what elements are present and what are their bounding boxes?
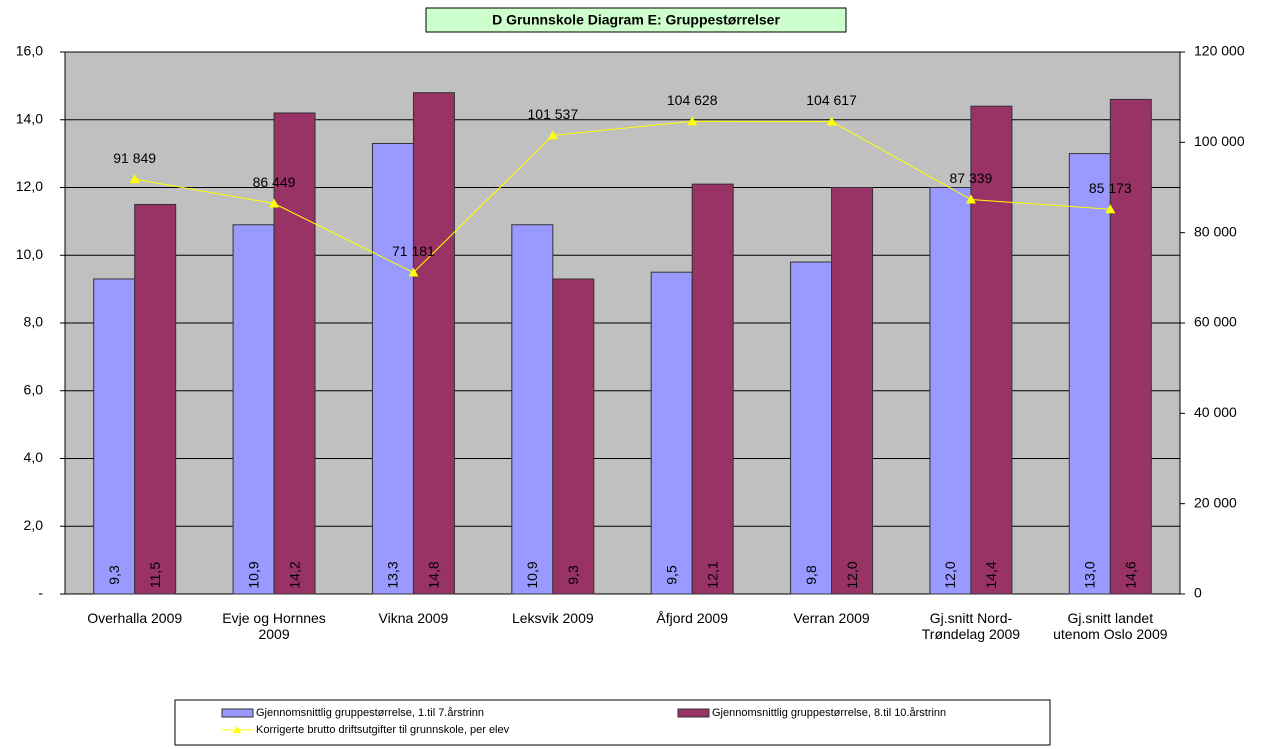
- bar: [511, 224, 554, 595]
- x-tick-label: Åfjord 2009: [656, 610, 728, 626]
- x-tick-label: Evje og Hornnes 2009: [222, 610, 326, 642]
- y2-tick-label: 0: [1194, 585, 1202, 601]
- bar-value-label: 14,2: [286, 561, 302, 588]
- legend-marker: [233, 726, 241, 733]
- legend-swatch: [677, 708, 710, 718]
- bar-value-label: 10,9: [524, 561, 540, 588]
- bar: [691, 183, 734, 595]
- bar: [1109, 98, 1152, 595]
- legend-label: Korrigerte brutto driftsutgifter til gru…: [256, 724, 510, 736]
- bar: [650, 271, 693, 595]
- bar-value-label: 12,0: [844, 561, 860, 588]
- line-marker: [129, 174, 140, 184]
- line-value-label: 104 617: [806, 92, 857, 108]
- bar-value-label: 12,0: [942, 561, 958, 588]
- chart-title: D Grunnskole Diagram E: Gruppestørrelser: [492, 12, 780, 28]
- bar-value-label: 9,3: [565, 565, 581, 585]
- bar-value-label: 14,8: [426, 561, 442, 588]
- x-tick-label: Vikna 2009: [378, 610, 449, 626]
- bar-value-label: 10,9: [245, 561, 261, 588]
- bar-value-label: 9,3: [106, 565, 122, 585]
- line-value-label: 91 849: [113, 150, 156, 166]
- bar: [232, 224, 275, 595]
- line-marker: [687, 116, 698, 126]
- line-value-label: 87 339: [950, 170, 993, 186]
- line-marker: [269, 198, 280, 208]
- bar-value-label: 14,4: [983, 561, 999, 588]
- bar-value-label: 9,5: [663, 565, 679, 585]
- line-value-label: 101 537: [528, 106, 579, 122]
- bar-value-label: 11,5: [147, 562, 163, 588]
- bar-value-label: 9,8: [803, 565, 819, 585]
- y2-tick-label: 100 000: [1194, 133, 1245, 149]
- y-tick-label: 6,0: [24, 381, 44, 397]
- y-tick-label: 14,0: [16, 110, 43, 126]
- bar: [134, 203, 177, 595]
- x-tick-label: Leksvik 2009: [511, 610, 594, 626]
- bar: [790, 261, 833, 595]
- x-tick-label: Gj.snitt landet utenom Oslo 2009: [1053, 610, 1168, 642]
- bar: [1068, 153, 1111, 595]
- bar: [412, 92, 455, 595]
- x-tick-label: Gj.snitt Nord-Trøndelag 2009: [921, 610, 1021, 642]
- x-tick-label: Overhalla 2009: [87, 610, 183, 626]
- legend-label: Gjennomsnittlig gruppestørrelse, 1.til 7…: [256, 707, 484, 719]
- legend-label: Gjennomsnittlig gruppestørrelse, 8.til 1…: [712, 707, 946, 719]
- bar: [552, 278, 595, 595]
- line-marker: [826, 116, 837, 126]
- line-value-label: 86 449: [253, 174, 296, 190]
- line-marker: [408, 267, 419, 277]
- y2-tick-label: 120 000: [1194, 43, 1245, 59]
- y-tick-label: -: [38, 585, 43, 601]
- y-tick-label: 12,0: [16, 178, 43, 194]
- bar: [93, 278, 136, 595]
- y2-tick-label: 40 000: [1194, 404, 1237, 420]
- bar: [970, 105, 1013, 595]
- y-tick-label: 2,0: [24, 517, 44, 533]
- bar-value-label: 12,1: [704, 561, 720, 588]
- x-tick-label: Verran 2009: [793, 610, 870, 626]
- line-marker: [1105, 204, 1116, 214]
- y-tick-label: 8,0: [24, 314, 44, 330]
- y2-tick-label: 20 000: [1194, 494, 1237, 510]
- y2-tick-label: 80 000: [1194, 223, 1237, 239]
- y-tick-label: 10,0: [16, 246, 43, 262]
- line: [134, 120, 1111, 274]
- bar-value-label: 14,6: [1123, 561, 1139, 588]
- line-value-label: 85 173: [1089, 180, 1132, 196]
- bar-value-label: 13,0: [1082, 561, 1098, 588]
- bar-value-label: 13,3: [385, 561, 401, 588]
- line-marker: [547, 130, 558, 140]
- y2-tick-label: 60 000: [1194, 314, 1237, 330]
- line-value-label: 104 628: [667, 92, 718, 108]
- title-box: [425, 7, 847, 33]
- y-tick-label: 4,0: [24, 449, 44, 465]
- line-marker: [965, 194, 976, 204]
- line-value-label: 71 181: [392, 243, 435, 259]
- y-tick-label: 16,0: [16, 43, 43, 59]
- legend-swatch: [221, 708, 254, 718]
- bar: [371, 142, 414, 595]
- bar: [831, 187, 874, 595]
- bar: [273, 112, 316, 595]
- bar: [929, 187, 972, 595]
- legend: [174, 699, 1051, 746]
